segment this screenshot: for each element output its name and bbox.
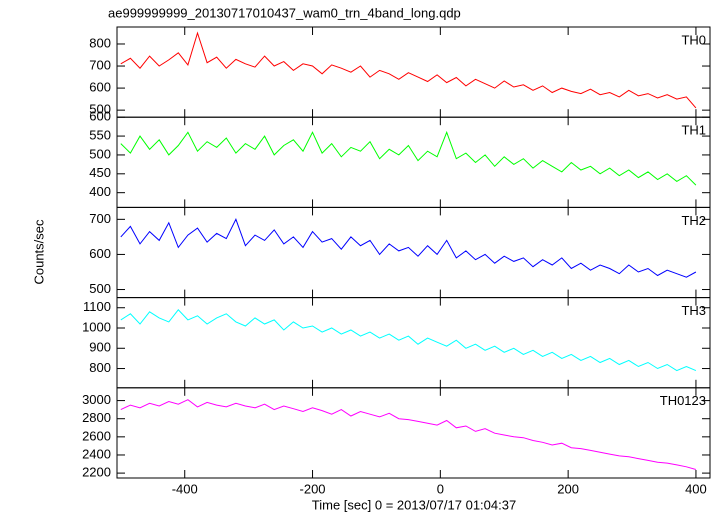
panel-label: TH0123 [660, 393, 706, 408]
x-tick-label: 200 [557, 481, 579, 496]
y-tick-label: 2200 [82, 465, 111, 480]
y-tick-label: 2600 [82, 428, 111, 443]
y-tick-label: 700 [89, 57, 111, 72]
panel-label: TH2 [681, 213, 706, 228]
x-tick-label: -200 [300, 481, 326, 496]
x-tick-label: 0 [437, 481, 444, 496]
panel-frame [116, 26, 711, 118]
data-line [120, 309, 697, 372]
y-tick-label: 500 [89, 146, 111, 161]
y-tick-label: 700 [89, 211, 111, 226]
panel-frame [116, 387, 711, 479]
y-tick-label: 1100 [83, 299, 111, 314]
y-tick-label: 800 [89, 35, 111, 50]
panel-label: TH0 [681, 32, 706, 47]
y-axis-label: Counts/sec [31, 219, 46, 285]
data-line [120, 31, 697, 109]
y-tick-label: 2400 [82, 446, 111, 461]
y-tick-label: 500 [89, 281, 111, 296]
x-axis-label: Time [sec] 0 = 2013/07/17 01:04:37 [312, 497, 516, 512]
y-tick-label: 600 [89, 80, 111, 95]
panel-label: TH1 [681, 123, 706, 138]
data-line [120, 130, 697, 186]
data-line [120, 399, 697, 470]
y-tick-label: 2800 [82, 410, 111, 425]
panel-frame [116, 297, 711, 389]
chart-title: ae999999999_20130717010437_wam0_trn_4ban… [108, 5, 461, 20]
y-tick-label: 500 [89, 102, 111, 117]
y-tick-label: 600 [89, 246, 111, 261]
panel-label: TH3 [681, 303, 706, 318]
y-tick-label: 3000 [82, 392, 111, 407]
y-tick-label: 800 [89, 360, 111, 375]
x-tick-label: 400 [685, 481, 707, 496]
x-tick-label: -400 [172, 481, 198, 496]
y-tick-label: 600 [89, 109, 111, 124]
y-tick-label: 400 [89, 184, 111, 199]
panel-frame [116, 116, 711, 208]
data-line [120, 218, 697, 278]
y-tick-label: 900 [89, 340, 111, 355]
y-tick-label: 1000 [82, 319, 111, 334]
y-tick-label: 550 [89, 128, 111, 143]
y-tick-label: 450 [89, 165, 111, 180]
